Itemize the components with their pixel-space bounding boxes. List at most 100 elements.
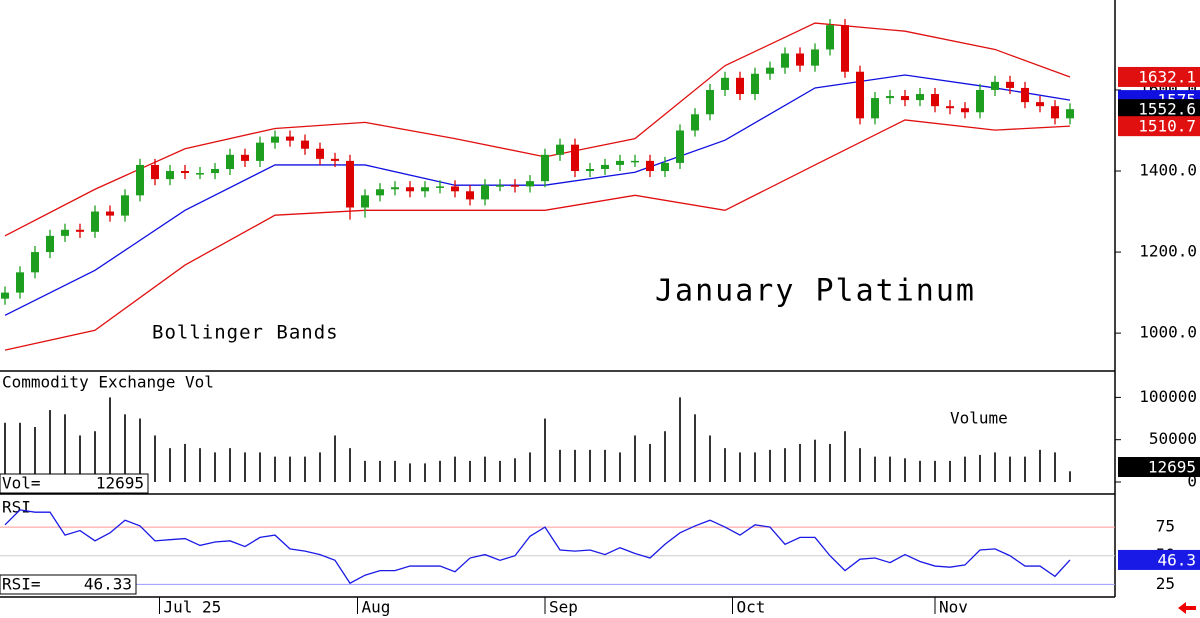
candle-body (736, 77, 744, 95)
candle-body (391, 187, 399, 190)
panel-title: Commodity Exchange Vol (2, 373, 214, 392)
y-tick-label: 1000.0 (1139, 323, 1197, 342)
x-tick-label: Jul 25 (164, 598, 222, 617)
candle-body (706, 89, 714, 115)
candle-body (766, 67, 774, 74)
candle-body (346, 160, 354, 208)
price-tag-label: 1552.6 (1138, 100, 1196, 119)
candle-body (61, 229, 69, 236)
candle-body (901, 96, 909, 101)
candle-body (631, 160, 639, 163)
candle-body (826, 25, 834, 50)
candle-body (1066, 109, 1074, 119)
candle-body (136, 164, 144, 196)
candle-body (481, 185, 489, 200)
candle-body (301, 140, 309, 149)
candle-body (526, 181, 534, 187)
candle-body (886, 96, 894, 99)
candle-body (376, 189, 384, 196)
candle-body (946, 106, 954, 109)
candle-body (556, 144, 564, 155)
price-tag-label: 1632.1 (1138, 67, 1196, 86)
candle-body (211, 168, 219, 174)
x-tick-label: Aug (362, 598, 391, 617)
candle-body (286, 136, 294, 141)
price-tag (1118, 66, 1200, 87)
frame (0, 0, 1116, 598)
rsi-line (4, 509, 1071, 585)
price-tag (1118, 99, 1200, 120)
candle-body (511, 185, 519, 187)
candle-body (1021, 87, 1029, 103)
candle-body (256, 142, 264, 161)
y-tick-label: 1400.0 (1139, 161, 1197, 180)
price-tag (1118, 549, 1200, 570)
candle-body (436, 186, 444, 188)
y-tick-label: 75 (1156, 517, 1175, 536)
y-tick-label: 50000 (1149, 429, 1197, 448)
value-box (0, 574, 137, 595)
candle-body (721, 77, 729, 90)
candle-body (976, 89, 984, 113)
y-tick-label: 1200.0 (1139, 242, 1197, 261)
y-tick-label: 25 (1156, 574, 1175, 593)
candle-body (856, 71, 864, 119)
x-tick-label: Nov (939, 598, 968, 617)
annotation: Bollinger Bands (152, 322, 339, 344)
candle-body (271, 136, 279, 143)
price-tag (1118, 116, 1200, 137)
candle-body (76, 229, 84, 232)
candle-body (1051, 106, 1059, 119)
candle-body (1036, 102, 1044, 107)
candle-body (421, 187, 429, 192)
value-box (0, 473, 149, 494)
candle-body (181, 171, 189, 174)
candle-body (691, 114, 699, 131)
candle-body (871, 98, 879, 119)
candle-body (196, 173, 204, 175)
candle-body (781, 53, 789, 68)
candle-body (46, 235, 54, 253)
candle-body (931, 94, 939, 107)
candle-body (616, 160, 624, 165)
candle-body (796, 53, 804, 66)
candle-body (331, 158, 339, 161)
x-tick-label: Sep (549, 598, 578, 617)
price-tag (1118, 457, 1200, 477)
candle-body (151, 164, 159, 180)
candle-body (586, 168, 594, 172)
candle-body (751, 73, 759, 95)
candle-body (541, 154, 549, 182)
candle-body (496, 185, 504, 187)
value-box-label: Vol= (2, 474, 41, 493)
candle-body (1006, 81, 1014, 88)
annotation: Volume (950, 409, 1008, 428)
value-box-label: RSI= (2, 575, 41, 594)
candle-body (406, 187, 414, 192)
candle-body (316, 148, 324, 159)
panel-title: RSI (2, 498, 31, 517)
price-tag-label: 12695 (1148, 458, 1196, 477)
candle-body (961, 108, 969, 113)
price-tag-label: 46.3 (1157, 550, 1196, 569)
candle-body (1, 292, 9, 299)
value-box-value: 12695 (96, 474, 144, 493)
candle-body (466, 191, 474, 200)
candle-body (571, 144, 579, 172)
candle-body (676, 130, 684, 163)
candle-body (226, 154, 234, 169)
candle-body (811, 49, 819, 66)
candle-body (601, 164, 609, 169)
candle-body (91, 211, 99, 232)
band-line (4, 119, 1071, 351)
candle-body (646, 160, 654, 172)
candle-body (451, 186, 459, 192)
candle-body (991, 81, 999, 90)
candle-body (31, 252, 39, 273)
candle-body (16, 272, 24, 293)
y-tick-label: 0 (1187, 472, 1197, 491)
candle-body (661, 162, 669, 172)
